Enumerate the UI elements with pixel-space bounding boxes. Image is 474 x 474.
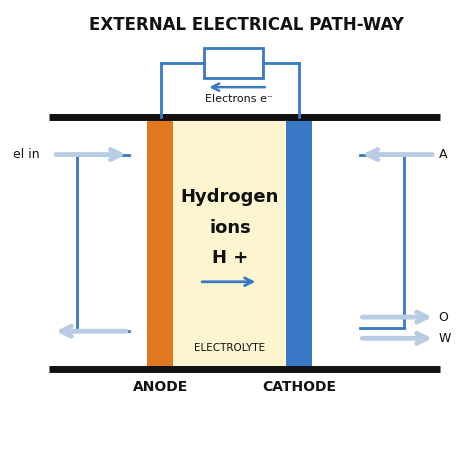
Text: ELECTROLYTE: ELECTROLYTE — [194, 343, 265, 353]
Text: A: A — [438, 148, 447, 161]
Text: el in: el in — [13, 148, 40, 161]
Text: ANODE: ANODE — [133, 380, 188, 394]
Bar — [147, 117, 173, 369]
Text: Hydrogen: Hydrogen — [181, 188, 279, 206]
Bar — [286, 117, 312, 369]
Text: Electrons e⁻: Electrons e⁻ — [206, 94, 273, 104]
Text: EXTERNAL ELECTRICAL PATH-WAY: EXTERNAL ELECTRICAL PATH-WAY — [89, 16, 404, 34]
Bar — [173, 117, 286, 369]
Text: H +: H + — [212, 249, 248, 267]
Text: CATHODE: CATHODE — [262, 380, 336, 394]
Text: ions: ions — [209, 219, 251, 237]
Text: O: O — [438, 310, 448, 324]
Text: W: W — [438, 332, 451, 345]
Bar — [204, 47, 263, 78]
